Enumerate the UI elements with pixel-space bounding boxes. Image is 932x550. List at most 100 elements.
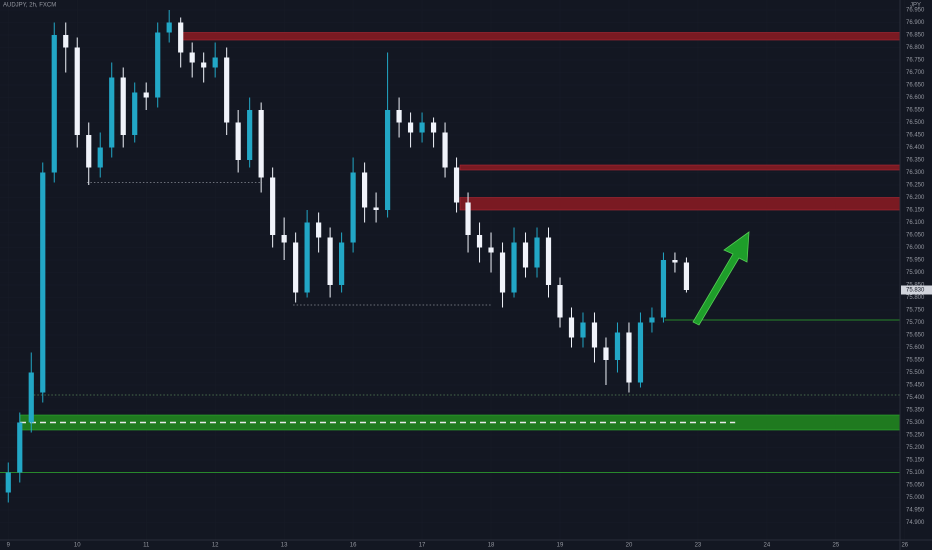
y-tick-label: 75.400 <box>906 395 925 401</box>
y-tick-label: 75.450 <box>906 383 925 389</box>
y-tick-label: 76.350 <box>906 158 925 164</box>
candle-body <box>683 262 690 290</box>
y-tick-label: 74.950 <box>906 508 925 514</box>
y-tick-label: 76.250 <box>906 183 925 189</box>
y-tick-label: 76.650 <box>906 83 925 89</box>
x-tick-label: 18 <box>488 543 495 549</box>
y-tick-label: 76.400 <box>906 145 925 151</box>
grid <box>0 0 905 540</box>
candle-body <box>407 122 414 133</box>
y-tick-label: 75.700 <box>906 320 925 326</box>
x-tick-label: 11 <box>143 543 150 549</box>
x-tick-label: 26 <box>901 543 908 549</box>
y-tick-label: 75.800 <box>906 295 925 301</box>
y-tick-label: 76.450 <box>906 133 925 139</box>
candle-body <box>396 110 402 123</box>
candle-body <box>339 242 345 285</box>
y-tick-label: 75.500 <box>906 370 925 376</box>
candle-body <box>281 235 287 243</box>
candle-body <box>476 235 483 248</box>
x-tick-label: 23 <box>695 543 702 549</box>
y-tick-label: 75.650 <box>906 333 925 339</box>
candle-body <box>373 207 379 210</box>
candle-body <box>614 332 621 360</box>
candle-body <box>304 222 310 293</box>
x-tick-label: 9 <box>7 543 11 549</box>
candle-body <box>247 110 253 160</box>
candle-body <box>499 252 506 293</box>
candle-body <box>350 172 356 243</box>
y-tick-label: 76.050 <box>906 233 925 239</box>
candle-body <box>430 122 437 133</box>
candle-body <box>465 202 471 235</box>
axes: 74.900 74.950 75.000 75.050 75.100 75.150 75.2… <box>7 8 932 549</box>
candle-body <box>155 32 161 98</box>
x-tick-label: 17 <box>419 543 426 549</box>
y-tick-label: 76.700 <box>906 70 925 76</box>
y-tick-label: 75.300 <box>906 420 925 426</box>
candle-body <box>522 242 529 268</box>
x-tick-label: 20 <box>626 543 633 549</box>
candle-body <box>419 122 425 133</box>
candle-body <box>109 77 115 148</box>
y-axis-label: JPY <box>910 3 921 9</box>
y-tick-label: 76.600 <box>906 95 925 101</box>
candle-body <box>178 22 184 53</box>
y-tick-label: 76.950 <box>906 8 925 14</box>
candle-body <box>120 77 126 135</box>
candle-body <box>132 92 138 135</box>
candle-body <box>534 237 540 268</box>
y-tick-label: 75.600 <box>906 345 925 351</box>
candle-body <box>86 135 92 168</box>
x-tick-label: 19 <box>557 543 564 549</box>
x-tick-label: 10 <box>74 543 81 549</box>
candle-body <box>51 35 57 173</box>
y-tick-label: 75.750 <box>906 308 925 314</box>
candle-body <box>488 247 494 253</box>
candle-body <box>143 92 149 98</box>
candle-body <box>384 110 391 210</box>
candle-body <box>626 332 632 383</box>
candle-body <box>362 172 368 208</box>
candle-body <box>453 167 460 203</box>
x-tick-label: 25 <box>833 543 840 549</box>
zone <box>459 197 901 211</box>
candle-body <box>580 322 586 338</box>
y-tick-label: 75.350 <box>906 408 925 414</box>
y-tick-label: 76.750 <box>906 58 925 64</box>
y-tick-label: 75.100 <box>906 470 925 476</box>
chart-title: AUDJPY, 2h, FXCM <box>3 3 56 9</box>
y-tick-label: 75.150 <box>906 458 925 464</box>
y-tick-label: 76.550 <box>906 108 925 114</box>
y-tick-label: 75.550 <box>906 358 925 364</box>
y-tick-label: 75.950 <box>906 258 925 264</box>
candle-body <box>603 347 609 360</box>
y-tick-label: 76.150 <box>906 208 925 214</box>
annotations <box>0 32 901 473</box>
zone <box>459 164 901 171</box>
y-tick-label: 76.850 <box>906 33 925 39</box>
candle-body <box>649 317 655 323</box>
y-tick-label: 75.000 <box>906 495 925 501</box>
candle-body <box>212 57 218 68</box>
y-tick-label: 76.000 <box>906 245 925 251</box>
zone <box>179 32 901 41</box>
y-tick-label: 75.200 <box>906 445 925 451</box>
candle-body <box>97 147 103 168</box>
candle-body <box>258 110 264 178</box>
last-price-label: 75.830 <box>906 288 925 294</box>
x-tick-label: 24 <box>764 543 771 549</box>
y-tick-label: 74.900 <box>906 520 925 526</box>
candle-body <box>568 317 575 338</box>
candle-body <box>28 372 34 423</box>
y-tick-label: 76.300 <box>906 170 925 176</box>
candle-body <box>63 35 69 48</box>
x-tick-label: 16 <box>350 543 357 549</box>
candle-body <box>17 422 23 473</box>
candle-body <box>235 122 241 160</box>
candle-body <box>166 22 172 33</box>
y-tick-label: 75.250 <box>906 433 925 439</box>
candle-body <box>270 177 276 235</box>
x-tick-label: 12 <box>212 543 219 549</box>
